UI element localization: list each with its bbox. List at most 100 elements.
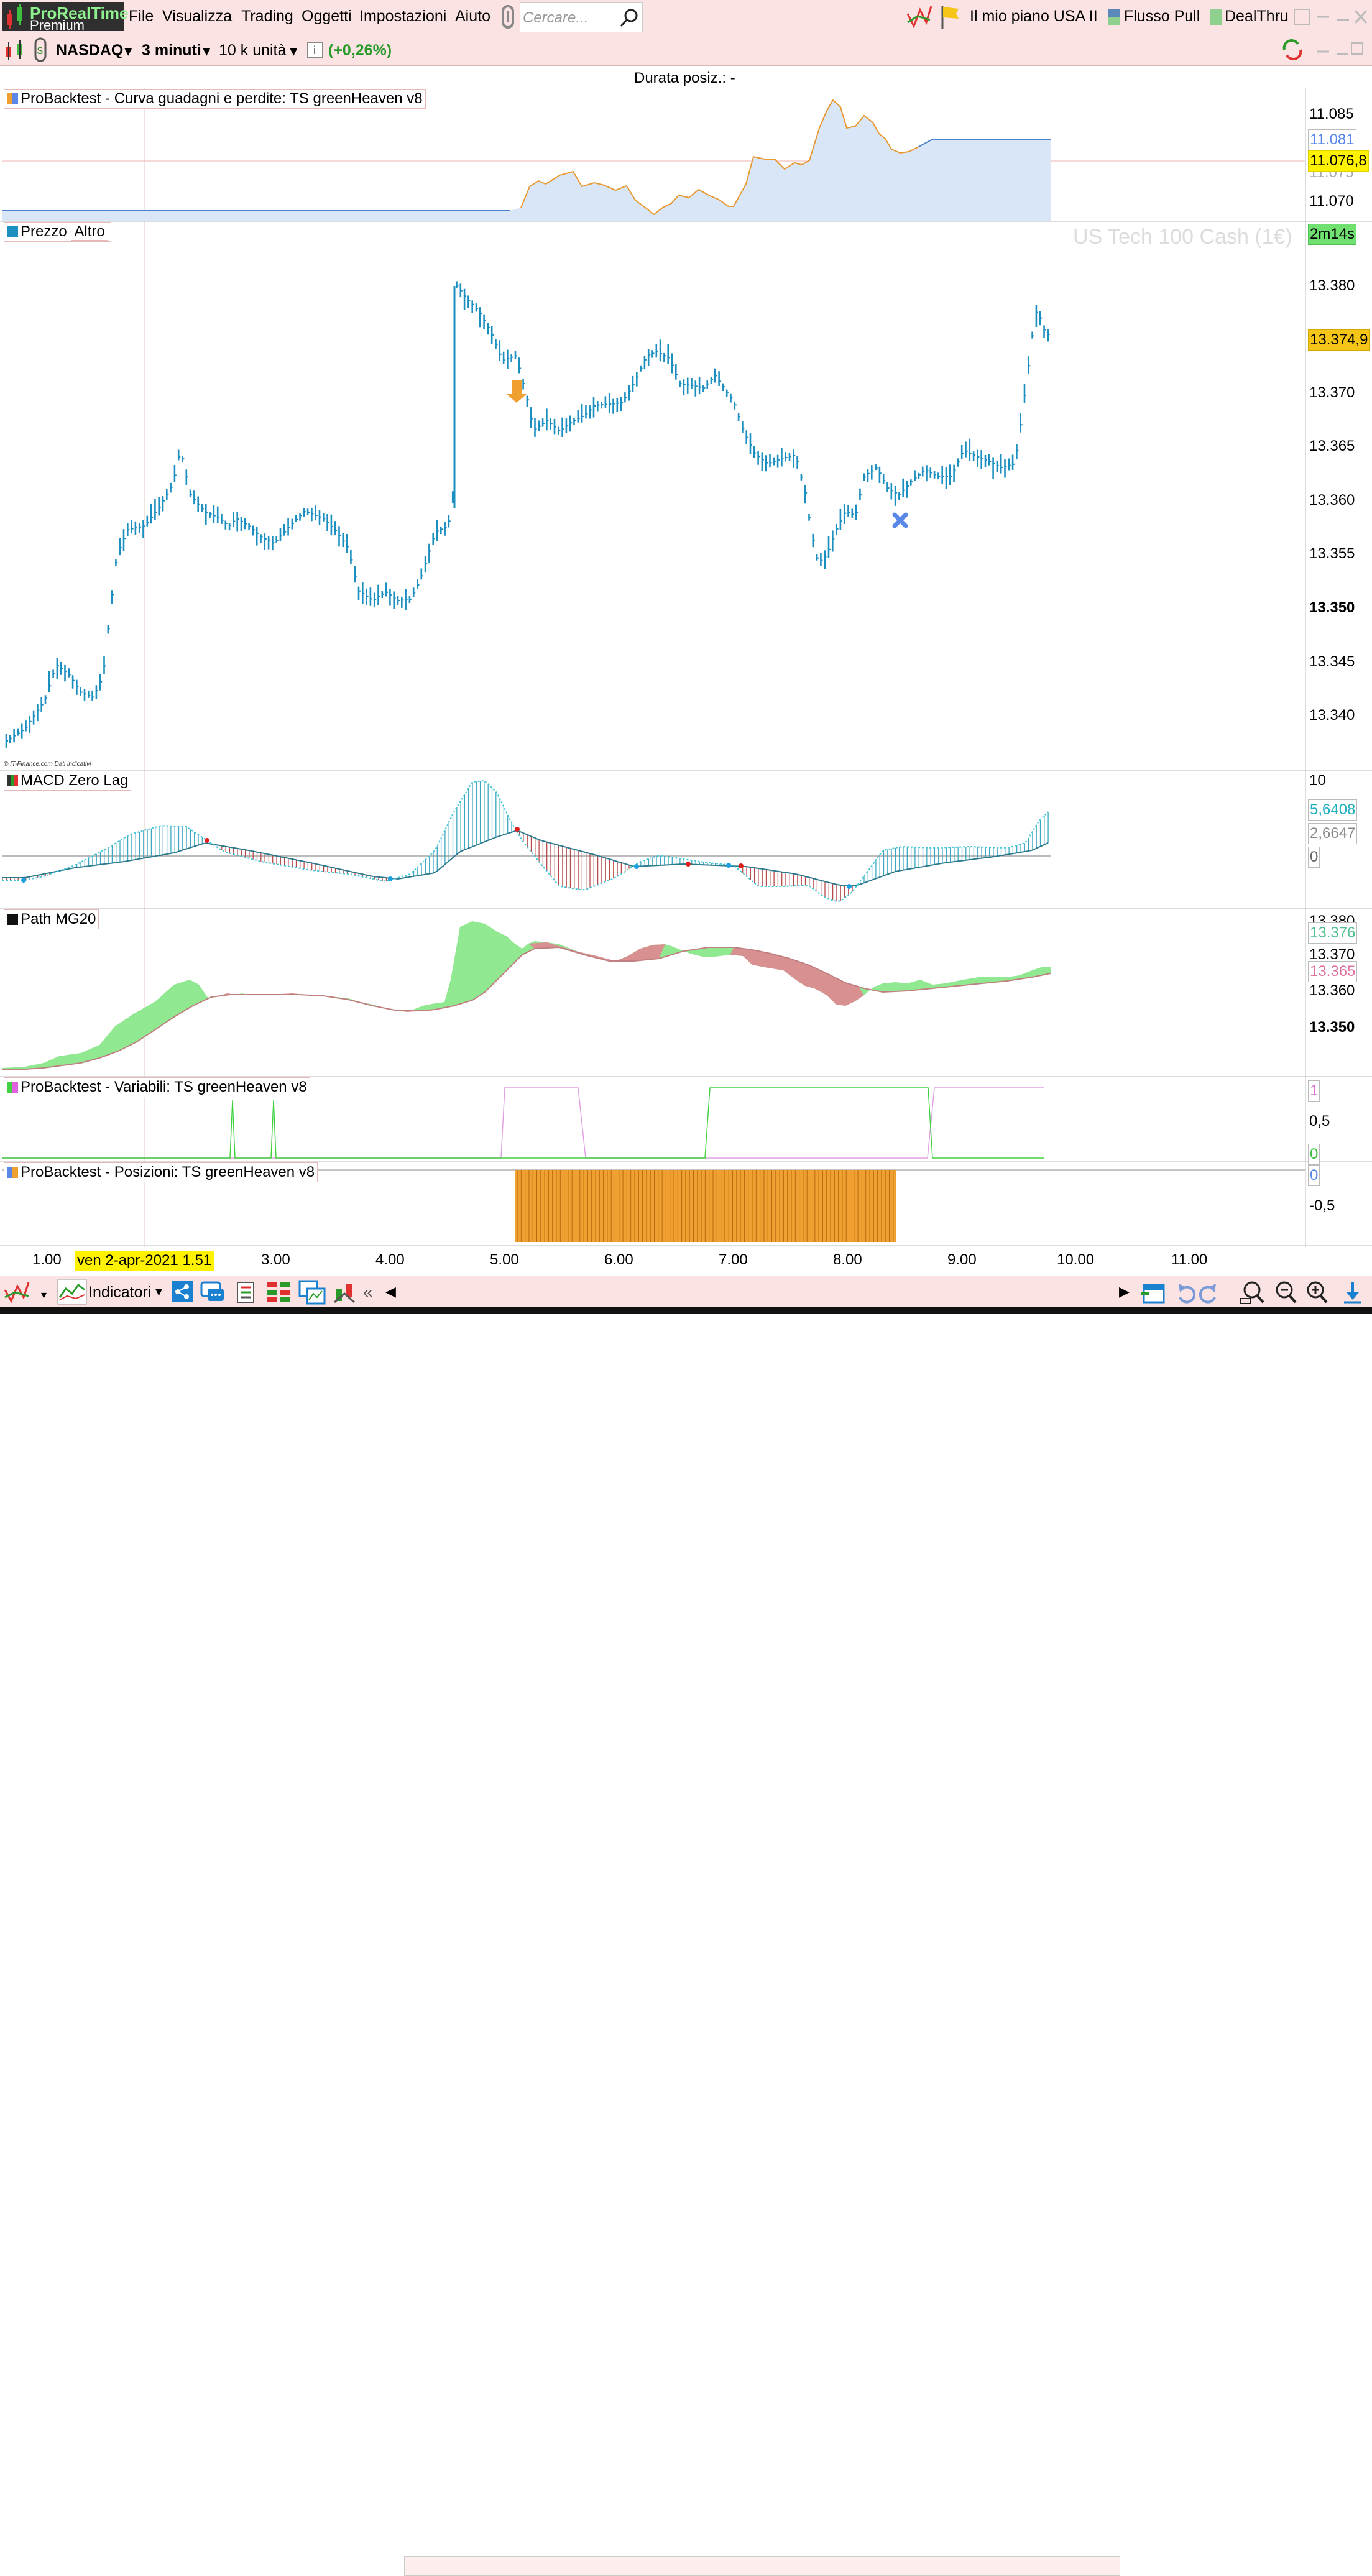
chart-canvas[interactable] <box>0 66 1372 1247</box>
units-select[interactable]: 10 k unità <box>219 42 287 59</box>
positions-neg: -0,5 <box>1309 1197 1335 1214</box>
scroll-to-end-icon <box>1344 1282 1361 1304</box>
link-icon[interactable] <box>499 4 517 30</box>
path-mg20-line <box>2 946 1051 1070</box>
chevron-down-icon[interactable]: ▾ <box>290 42 298 60</box>
calendar-icon <box>1141 1284 1165 1304</box>
chart-window-controls <box>1282 39 1363 60</box>
price-title-altro[interactable]: Altro <box>71 223 108 241</box>
equity-flat-line-end <box>918 139 1051 147</box>
chart-type-icon[interactable] <box>4 39 29 62</box>
drawing-tools-icon[interactable]: ▾ <box>4 1281 53 1304</box>
chart-area[interactable]: Durata posiz.: - <box>0 66 1372 1247</box>
menu-visualizza[interactable]: Visualizza <box>162 7 233 25</box>
window-controls <box>1294 9 1368 25</box>
macd-zero-label: 0 <box>1308 847 1320 868</box>
path-tick: 13.370 <box>1309 946 1355 963</box>
macd-cross-dots <box>21 827 852 889</box>
undo-icon <box>1179 1284 1196 1304</box>
share-icon[interactable] <box>172 1281 193 1302</box>
variables-legend-icon <box>7 1082 18 1093</box>
zoom-area-icon <box>1240 1281 1264 1304</box>
info-icon[interactable]: i <box>307 42 323 58</box>
chevron-down-icon[interactable]: ▾ <box>203 42 211 60</box>
path-title-text: Path MG20 <box>21 911 96 927</box>
time-tick: 9.00 <box>947 1251 977 1268</box>
chat-icon[interactable] <box>200 1281 225 1304</box>
order-book-icon[interactable] <box>266 1280 291 1305</box>
panel-title-positions[interactable]: ProBacktest - Posizioni: TS greenHeaven … <box>4 1162 318 1182</box>
price-change: (+0,26%) <box>328 42 392 59</box>
time-axis[interactable]: 1.00 ven 2-apr-2021 1.51 3.00 4.00 5.00 … <box>0 1246 1372 1276</box>
cursor-time-label: ven 2-apr-2021 1.51 <box>75 1251 214 1271</box>
workspace-dealthru[interactable]: DealThru <box>1225 7 1289 25</box>
workspace-flusso-pull[interactable]: Flusso Pull <box>1124 7 1200 25</box>
variable-pink-line <box>2 1087 1044 1159</box>
svg-text:$: $ <box>37 46 43 57</box>
indicators-icon[interactable] <box>57 1279 87 1305</box>
report-icon[interactable] <box>235 1281 256 1304</box>
panel-title-price[interactable]: Prezzo Altro <box>4 222 111 242</box>
menu-file[interactable]: File <box>129 7 154 25</box>
menu-aiuto[interactable]: Aiuto <box>455 7 490 25</box>
panel-title-macd[interactable]: MACD Zero Lag <box>4 771 132 791</box>
equity-area <box>2 100 1051 221</box>
path-green-fill <box>2 921 1051 1069</box>
positions-zero: 0 <box>1308 1165 1320 1186</box>
path-tick: 13.360 <box>1309 982 1355 999</box>
brand-edition: Premium <box>30 17 85 33</box>
panel-title-equity[interactable]: ProBacktest - Curva guadagni e perdite: … <box>4 89 426 109</box>
menu-impostazioni[interactable]: Impostazioni <box>359 7 447 25</box>
time-tick: 11.00 <box>1171 1251 1208 1268</box>
scroll-left-icon[interactable]: ◀ <box>385 1284 396 1299</box>
equity-curve-value: 11.081 <box>1308 129 1356 150</box>
macd-line <box>2 780 1049 903</box>
search-icon[interactable] <box>619 7 640 28</box>
time-tick: 1.00 <box>32 1251 62 1268</box>
time-tick: 3.00 <box>261 1251 290 1268</box>
time-scrollbar[interactable] <box>404 2556 1120 2576</box>
link-instrument-icon[interactable]: $ <box>32 37 50 64</box>
chevron-down-icon[interactable]: ▾ <box>155 1284 163 1299</box>
panel-title-path[interactable]: Path MG20 <box>4 909 99 929</box>
price-tick: 13.370 <box>1309 384 1355 401</box>
menu-trading[interactable]: Trading <box>241 7 293 25</box>
svg-text:i: i <box>313 44 316 57</box>
macd-value-2: 2,6647 <box>1308 823 1358 844</box>
macd-value-1: 5,6408 <box>1308 799 1358 821</box>
indicators-button[interactable]: Indicatori <box>88 1284 152 1301</box>
drawing-tools-icon[interactable] <box>905 4 932 30</box>
price-bars <box>5 281 1050 748</box>
positions-legend-icon <box>7 1167 18 1178</box>
time-tick: 7.00 <box>719 1251 748 1268</box>
dealthru-icon <box>1210 9 1222 25</box>
variable-green-line <box>2 1087 1044 1159</box>
position-duration: Durata posiz.: - <box>634 70 735 86</box>
workspace-usa[interactable]: Il mio piano USA II <box>970 7 1098 25</box>
time-tick: 6.00 <box>604 1251 633 1268</box>
flusso-pull-icon <box>1108 9 1120 25</box>
equity-current-value: 11.076,8 <box>1308 150 1369 172</box>
search-input[interactable]: Cercare... <box>520 2 643 32</box>
instrument-select[interactable]: NASDAQ <box>56 42 124 59</box>
scroll-right-icon[interactable]: ▶ <box>1119 1284 1130 1299</box>
chevron-down-icon[interactable]: ▾ <box>124 42 132 60</box>
redo-icon <box>1199 1284 1216 1304</box>
macd-title-text: MACD Zero Lag <box>21 772 129 789</box>
menu-oggetti[interactable]: Oggetti <box>302 7 352 25</box>
price-current-value: 13.374,9 <box>1308 329 1370 351</box>
collapse-icon[interactable]: « <box>363 1282 373 1302</box>
app-logo[interactable]: ProRealTime Premium <box>2 2 128 33</box>
sell-arrow-marker <box>507 380 527 403</box>
timeframe-select[interactable]: 3 minuti <box>142 42 201 59</box>
flag-icon[interactable] <box>939 4 961 30</box>
status-strip <box>0 1307 1372 1314</box>
path-legend-icon <box>7 914 18 925</box>
panel-title-variables[interactable]: ProBacktest - Variabili: TS greenHeaven … <box>4 1077 310 1097</box>
equity-tick: 11.070 <box>1309 193 1354 209</box>
refresh-icon <box>1282 39 1299 50</box>
trading-tool-icon[interactable] <box>332 1280 357 1305</box>
compare-charts-icon[interactable] <box>298 1280 326 1305</box>
price-tick-bold: 13.350 <box>1309 599 1355 616</box>
price-tick: 13.365 <box>1309 438 1355 454</box>
